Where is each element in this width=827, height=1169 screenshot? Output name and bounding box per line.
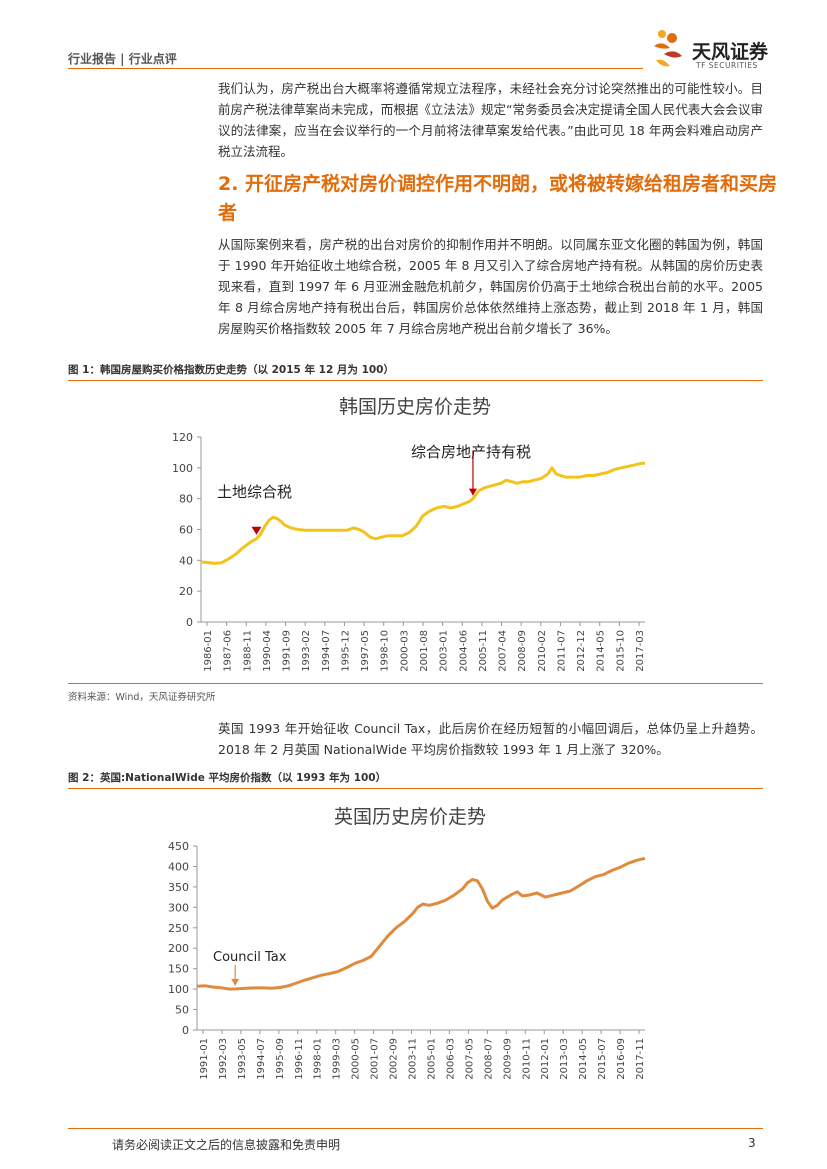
- x-tick-label: 2017-11: [635, 1038, 646, 1080]
- section-heading: 2. 开征房产税对房价调控作用不明朗，或将被转嫁给租房者和买房者: [218, 173, 778, 224]
- brand-logo-icon: [654, 30, 682, 67]
- x-tick-label: 2012-01: [540, 1038, 551, 1080]
- x-tick-label: 1998-10: [380, 630, 391, 672]
- paragraph-legislation: 我们认为，房产税出台大概率将遵循常规立法程序，未经社会充分讨论突然推出的可能性较…: [218, 81, 763, 159]
- x-tick-label: 1997-05: [360, 630, 371, 672]
- x-tick-label: 2000-05: [351, 1038, 362, 1080]
- y-tick-label: 150: [168, 963, 189, 976]
- figure-1-top-rule: [68, 380, 763, 381]
- x-tick-label: 1990-04: [262, 630, 273, 672]
- y-tick-label: 200: [168, 942, 189, 955]
- x-tick-label: 1986-01: [203, 630, 214, 672]
- y-tick-label: 300: [168, 901, 189, 914]
- x-tick-label: 1999-03: [332, 1038, 343, 1080]
- x-tick-label: 2006-03: [445, 1038, 456, 1080]
- brand-logo: 天风证券 TF SECURITIES: [650, 28, 770, 76]
- brand-name: 天风证券: [692, 41, 769, 63]
- x-tick-label: 1991-09: [282, 630, 293, 672]
- series-line: [196, 856, 646, 991]
- annotation-label: Council Tax: [213, 950, 287, 965]
- x-tick-label: 2011-07: [556, 630, 567, 672]
- y-tick-label: 100: [168, 983, 189, 996]
- page-number: 3: [748, 1136, 756, 1150]
- x-tick-label: 2000-03: [399, 630, 410, 672]
- x-tick-label: 1992-03: [218, 1038, 229, 1080]
- x-tick-label: 2015-07: [597, 1038, 608, 1080]
- x-tick-label: 2013-03: [559, 1038, 570, 1080]
- x-tick-label: 2005-11: [478, 630, 489, 672]
- x-tick-label: 2007-05: [464, 1038, 475, 1080]
- x-tick-label: 2002-09: [389, 1038, 400, 1080]
- x-tick-label: 2007-04: [498, 630, 509, 672]
- y-tick-label: 120: [172, 431, 193, 444]
- annotation-label: 综合房地产持有税: [411, 443, 531, 461]
- x-tick-label: 2016-09: [616, 1038, 627, 1080]
- y-tick-label: 20: [179, 585, 193, 598]
- x-tick-label: 2005-01: [426, 1038, 437, 1080]
- annotation-arrowhead: [231, 978, 240, 986]
- header-rule: [68, 68, 643, 69]
- y-tick-label: 100: [172, 462, 193, 475]
- y-tick-label: 250: [168, 922, 189, 935]
- x-tick-label: 1994-07: [256, 1038, 267, 1080]
- x-tick-label: 1993-02: [301, 630, 312, 672]
- x-tick-label: 1998-01: [313, 1038, 324, 1080]
- footer-disclaimer: 请务必阅读正文之后的信息披露和免责申明: [112, 1138, 341, 1152]
- series-line: [200, 461, 645, 565]
- figure-1-caption: 图 1：韩国房屋购买价格指数历史走势（以 2015 年 12 月为 100）: [68, 364, 394, 376]
- paragraph-uk: 英国 1993 年开始征收 Council Tax，此后房价在经历短暂的小幅回调…: [218, 721, 763, 757]
- x-tick-label: 1996-11: [294, 1038, 305, 1080]
- header-tags: 行业报告 | 行业点评: [68, 52, 177, 66]
- x-tick-label: 1994-07: [321, 630, 332, 672]
- x-tick-label: 1988-11: [242, 630, 253, 672]
- x-tick-label: 1995-12: [340, 630, 351, 672]
- chart-title: 韩国历史房价走势: [339, 396, 491, 418]
- x-tick-label: 2014-05: [578, 1038, 589, 1080]
- x-tick-label: 2003-11: [408, 1038, 419, 1080]
- x-tick-label: 2008-07: [483, 1038, 494, 1080]
- y-tick-label: 350: [168, 881, 189, 894]
- y-tick-label: 0: [182, 1024, 189, 1037]
- x-tick-label: 1991-01: [199, 1038, 210, 1080]
- figure-2-caption: 图 2：英国:NationalWide 平均房价指数（以 1993 年为 100…: [68, 772, 387, 784]
- y-tick-label: 450: [168, 840, 189, 853]
- paragraph-korea: 从国际案例来看，房产税的出台对房价的抑制作用并不明朗。以同属东亚文化圈的韩国为例…: [218, 237, 763, 336]
- annotation-arrowhead: [468, 488, 477, 496]
- x-tick-label: 2001-08: [419, 630, 430, 672]
- annotation-label: 土地综合税: [217, 483, 292, 501]
- uk-house-price-chart: 英国历史房价走势 0 50 100 150 200 250 300 350 400 450 1991…: [168, 806, 646, 1080]
- chart-title: 英国历史房价走势: [334, 806, 486, 828]
- y-tick-label: 60: [179, 524, 193, 537]
- figure-1-bottom-rule: [68, 683, 763, 684]
- x-tick-label: 2010-02: [537, 630, 548, 672]
- footer-rule: [68, 1128, 763, 1129]
- x-tick-label: 2008-09: [517, 630, 528, 672]
- y-tick-label: 400: [168, 860, 189, 873]
- x-tick-label: 1987-06: [223, 630, 234, 672]
- korea-house-price-chart: 韩国历史房价走势 0 20 40 60 80 100 120 1986-01 1987-06 19…: [172, 396, 646, 672]
- figure-2-top-rule: [68, 788, 763, 789]
- x-tick-label: 2003-01: [439, 630, 450, 672]
- x-tick-label: 2014-05: [596, 630, 607, 672]
- x-tick-label: 1993-05: [237, 1038, 248, 1080]
- y-tick-label: 40: [179, 554, 193, 567]
- x-tick-label: 2010-11: [521, 1038, 532, 1080]
- y-tick-label: 0: [186, 616, 193, 629]
- x-tick-label: 2001-07: [370, 1038, 381, 1080]
- x-tick-label: 2009-09: [502, 1038, 513, 1080]
- x-tick-label: 1995-09: [275, 1038, 286, 1080]
- y-tick-label: 50: [175, 1004, 189, 1017]
- x-tick-label: 2012-12: [576, 630, 587, 672]
- brand-subtitle: TF SECURITIES: [696, 61, 758, 70]
- y-tick-label: 80: [179, 493, 193, 506]
- x-tick-label: 2015-10: [615, 630, 626, 672]
- x-tick-label: 2004-06: [458, 630, 469, 672]
- annotation-marker: [251, 526, 262, 535]
- x-tick-label: 2017-03: [635, 630, 646, 672]
- figure-1-source: 资料来源：Wind，天风证券研究所: [68, 692, 216, 703]
